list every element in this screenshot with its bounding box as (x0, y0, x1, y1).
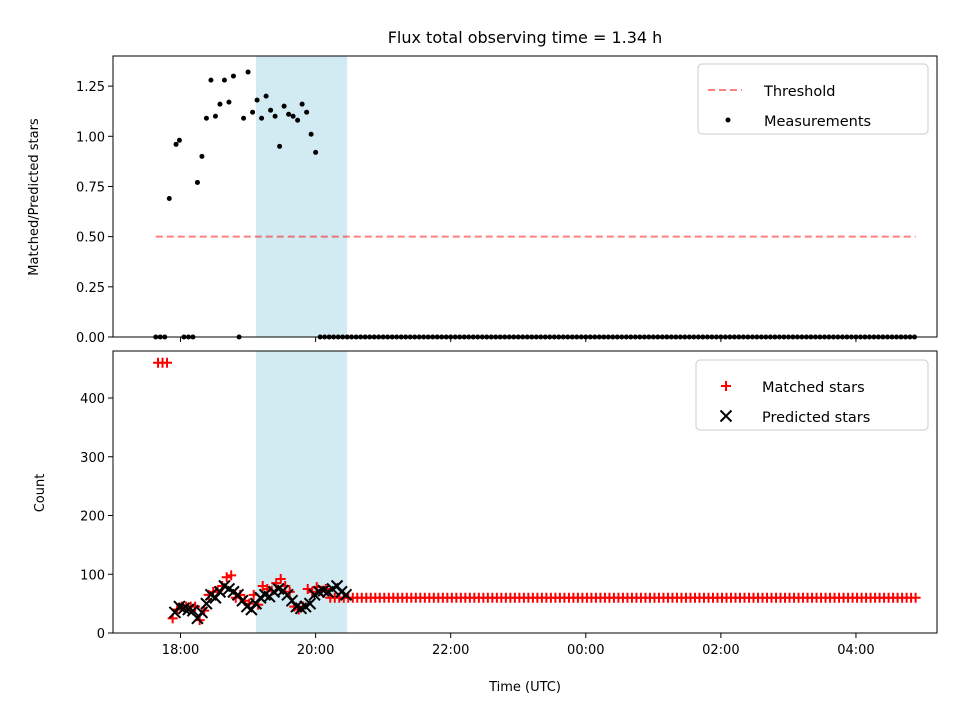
matched-star-point (275, 573, 286, 584)
measurement-point (299, 101, 305, 107)
count-panel-x-tick-label: 04:00 (837, 643, 874, 658)
measurement-point (230, 73, 236, 79)
count-panel-y-axis-label: Count (33, 474, 48, 513)
count-panel-y-tick-label: 0 (97, 627, 105, 642)
measurement-point (199, 153, 205, 159)
ratio-panel-legend: Threshold Measurements (697, 63, 929, 135)
measurement-point (176, 137, 182, 143)
predicted-star-point (339, 588, 353, 602)
count-panel-y-tick-label: 300 (80, 451, 105, 466)
legend-swatch (719, 409, 733, 423)
measurement-point (241, 115, 247, 121)
measurement-point (221, 77, 227, 83)
count-panel-y-tick-label: 200 (80, 510, 105, 525)
measurement-point (212, 113, 218, 119)
ratio-panel-title: Flux total observing time = 1.34 h (388, 28, 663, 47)
predicted-star-point (200, 597, 213, 610)
measurement-point (304, 109, 310, 115)
measurement-point (281, 103, 287, 109)
measurement-point (166, 196, 172, 202)
legend-label: Measurements (764, 114, 871, 130)
predicted-star-point (312, 585, 326, 599)
measurement-point (295, 117, 301, 123)
measurement-point (277, 143, 283, 149)
count-panel-x-tick-label: 22:00 (432, 643, 469, 658)
measurement-point (173, 141, 179, 147)
measurement-point (226, 99, 232, 105)
count-panel-y-tick-label: 100 (80, 568, 105, 583)
count-panel-x-tick-label: 00:00 (567, 643, 604, 658)
count-panel-x-tick-label: 02:00 (702, 643, 739, 658)
measurement-point (245, 69, 251, 75)
ratio-panel-y-tick-label: 0.75 (76, 180, 105, 195)
count-panel-legend: Matched stars Predicted stars (695, 359, 929, 431)
legend-label: Predicted stars (762, 410, 870, 426)
measurement-point (259, 115, 265, 121)
ratio-panel-y-tick-label: 1.25 (76, 80, 105, 95)
matched-star-point (162, 357, 173, 368)
measurement-point (263, 93, 269, 99)
legend-label: Matched stars (762, 380, 865, 396)
measurement-point (286, 111, 292, 117)
measurement-point (254, 97, 260, 103)
legend-label: Threshold (763, 84, 835, 100)
count-panel-y-tick-label: 400 (80, 392, 105, 407)
measurement-point (268, 107, 274, 113)
measurement-point (208, 77, 214, 83)
ratio-panel-shaded-interval (255, 56, 348, 337)
count-panel-x-axis-label: Time (UTC) (488, 680, 561, 695)
measurement-point (290, 113, 296, 119)
legend-box (697, 63, 929, 135)
count-panel: 0 100 200 300 400 18:00 20:00 22:00 00:00 02:00 04… (33, 350, 938, 695)
measurement-point (272, 113, 278, 119)
predicted-star-point (195, 606, 209, 619)
measurement-point (250, 109, 256, 115)
predicted-star-point (303, 597, 317, 610)
ratio-panel-y-tick-label: 0.25 (76, 281, 105, 296)
ratio-panel-y-axis-label: Matched/Predicted stars (27, 118, 42, 276)
matched-star-point (910, 592, 921, 603)
measurement-point (313, 149, 319, 155)
ratio-panel-frame (112, 55, 938, 338)
count-panel-frame (112, 350, 938, 634)
ratio-panel: Flux total observing time = 1.34 h 0.00 0… (27, 28, 938, 346)
count-panel-x-tick-label: 20:00 (297, 643, 334, 658)
legend-swatch (721, 381, 731, 391)
measurement-point (217, 101, 223, 107)
measurement-point (203, 115, 209, 121)
measurement-point (308, 131, 314, 137)
ratio-panel-y-tick-label: 0.50 (76, 231, 105, 246)
matched-star-point (226, 570, 237, 581)
legend-swatch (725, 117, 731, 123)
ratio-panel-y-tick-label: 1.00 (76, 130, 105, 145)
legend-box (695, 359, 929, 431)
ratio-panel-y-tick-label: 0.00 (76, 331, 105, 346)
predicted-star-point (177, 602, 191, 615)
count-panel-x-tick-label: 18:00 (162, 643, 199, 658)
matched-star-point (221, 572, 232, 583)
measurement-point (194, 179, 200, 185)
